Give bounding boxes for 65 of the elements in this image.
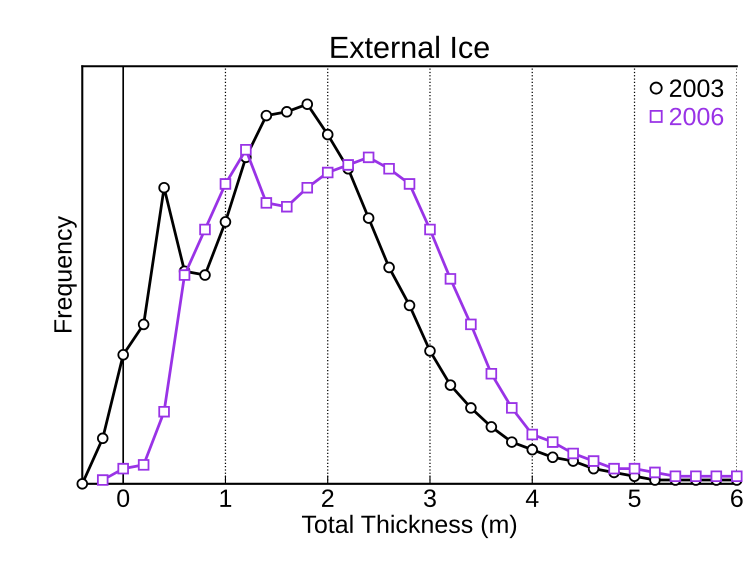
point: [76, 478, 88, 490]
x-tick-label: 1: [220, 490, 232, 507]
point: [404, 178, 416, 190]
point: [628, 462, 640, 474]
point: [608, 462, 620, 474]
point: [424, 345, 436, 357]
x-tick-label: 6: [731, 489, 743, 508]
x-axis-title: Total Thickness (m): [302, 514, 516, 538]
point: [383, 162, 395, 175]
point: [302, 98, 314, 110]
point: [220, 216, 232, 228]
y-axis-title: Frequency: [54, 216, 77, 332]
point: [526, 428, 538, 440]
point: [138, 459, 150, 471]
point: [486, 368, 498, 380]
point: [588, 455, 600, 467]
point: [424, 224, 436, 236]
point: [546, 452, 558, 464]
point: [486, 421, 498, 433]
point: [506, 402, 518, 414]
point: [506, 436, 518, 448]
x-tick-label: 5: [628, 490, 640, 508]
point: [567, 448, 579, 460]
x-tick-label: 3: [424, 489, 436, 508]
chart-title: External Ice: [331, 36, 489, 58]
point: [690, 470, 702, 482]
point: [546, 436, 558, 448]
point: [731, 470, 743, 482]
point: [158, 182, 170, 194]
point: [465, 402, 477, 414]
point: [322, 166, 334, 178]
point: [444, 379, 456, 391]
point: [649, 466, 661, 478]
point: [710, 470, 722, 482]
point: [260, 197, 272, 209]
point: [178, 269, 190, 281]
point: [322, 128, 334, 140]
point: [362, 152, 374, 164]
point: [281, 200, 293, 212]
legend-label: 2006: [670, 108, 724, 126]
point: [240, 144, 252, 156]
point: [342, 159, 354, 171]
x-tick-label: 0: [117, 489, 130, 508]
point: [117, 349, 129, 361]
point: [465, 318, 477, 330]
point: [302, 182, 314, 194]
point: [362, 212, 374, 224]
point: [96, 474, 108, 486]
legend-label: 2003: [670, 79, 724, 98]
x-tick-label: 2: [322, 489, 334, 507]
point: [260, 110, 272, 122]
point: [96, 432, 108, 444]
point: [670, 470, 682, 482]
point: [158, 406, 170, 418]
point: [199, 269, 211, 281]
point: [138, 318, 150, 330]
point: [117, 462, 129, 474]
point: [220, 178, 232, 190]
point: [526, 444, 538, 456]
point: [383, 262, 395, 274]
x-tick-label: 4: [526, 490, 538, 507]
point: [281, 106, 293, 118]
point: [404, 300, 416, 312]
point: [444, 273, 456, 285]
point: [199, 224, 211, 236]
